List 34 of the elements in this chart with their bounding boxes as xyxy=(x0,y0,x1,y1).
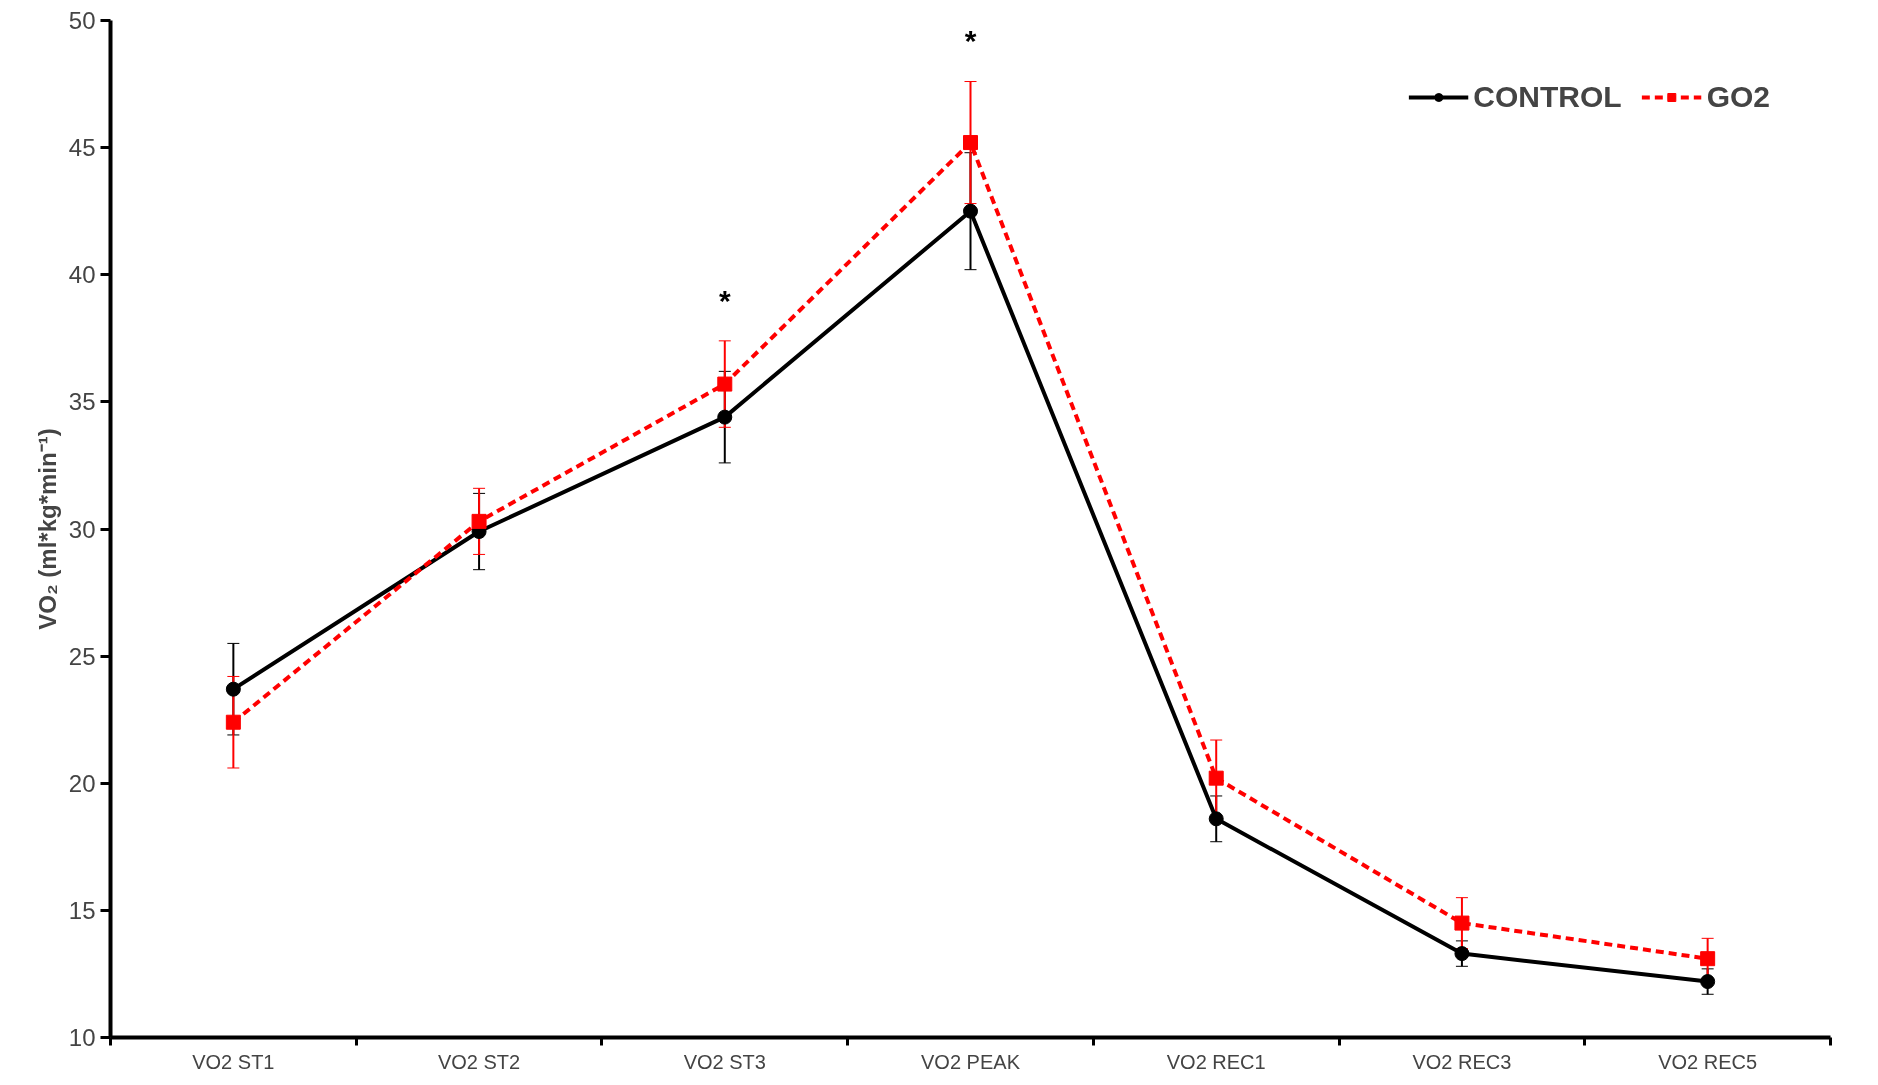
point xyxy=(225,714,241,730)
point xyxy=(963,203,978,219)
y-tick-label: 45 xyxy=(68,134,96,162)
point xyxy=(1700,951,1716,967)
x-tick-label: VO2 REC3 xyxy=(1412,1050,1512,1073)
point xyxy=(1454,915,1470,931)
x-tick-label: VO2 ST2 xyxy=(437,1050,521,1073)
y-tick-label: 40 xyxy=(68,261,96,289)
annotation: * xyxy=(964,24,977,58)
y-axis-title: VO₂ (ml*kg*min⁻¹) xyxy=(33,428,61,630)
legend-label: GO2 xyxy=(1706,80,1770,114)
point xyxy=(1208,770,1224,786)
x-tick-label: VO2 ST1 xyxy=(192,1050,275,1073)
y-tick-label: 30 xyxy=(68,515,96,543)
point xyxy=(1208,811,1224,827)
y-tick-label: 10 xyxy=(68,1024,96,1051)
point xyxy=(717,409,733,425)
y-tick-label: 15 xyxy=(68,896,96,924)
y-tick-label: 35 xyxy=(68,388,96,416)
legend-label: CONTROL xyxy=(1473,80,1622,114)
point xyxy=(1454,946,1470,962)
annotation: * xyxy=(718,283,731,317)
x-tick-label: VO2 REC5 xyxy=(1658,1050,1758,1073)
y-tick-label: 20 xyxy=(68,769,96,797)
x-tick-label: VO2 REC1 xyxy=(1166,1050,1266,1073)
point xyxy=(225,681,241,697)
x-tick-label: VO2 PEAK xyxy=(921,1050,1021,1073)
point xyxy=(471,513,487,529)
point xyxy=(963,135,978,151)
y-tick-label: 25 xyxy=(68,642,96,670)
y-tick-label: 50 xyxy=(68,7,96,34)
x-tick-label: VO2 ST3 xyxy=(683,1050,766,1073)
point xyxy=(717,376,733,392)
point xyxy=(1700,974,1716,990)
